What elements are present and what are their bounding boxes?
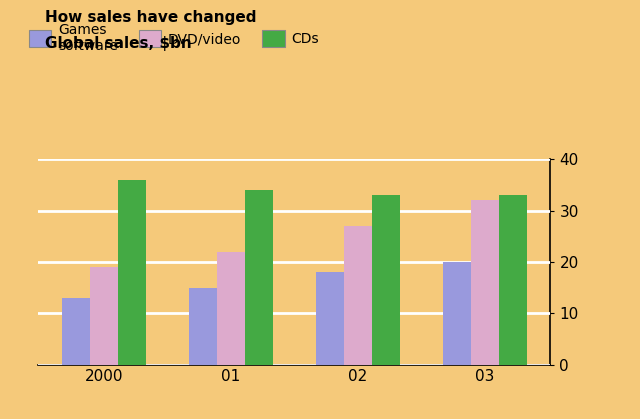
Bar <box>471 200 499 365</box>
Bar <box>443 262 471 365</box>
Bar <box>217 251 245 365</box>
Legend: Games
software, DVD/video, CDs: Games software, DVD/video, CDs <box>25 18 323 57</box>
Bar <box>344 226 372 365</box>
Bar <box>61 298 90 365</box>
Bar <box>372 195 400 365</box>
Bar <box>372 195 400 365</box>
Text: Global sales, $bn: Global sales, $bn <box>45 36 191 51</box>
Bar <box>118 180 146 365</box>
Bar <box>90 267 118 365</box>
Bar <box>189 287 217 365</box>
Text: How sales have changed: How sales have changed <box>45 10 256 26</box>
Bar <box>189 287 217 365</box>
Bar <box>90 267 118 365</box>
Bar <box>316 272 344 365</box>
Bar <box>217 251 245 365</box>
Bar <box>61 298 90 365</box>
Bar <box>344 226 372 365</box>
Bar <box>316 272 344 365</box>
Bar <box>499 195 527 365</box>
Bar <box>443 262 471 365</box>
Bar <box>471 200 499 365</box>
Bar <box>499 195 527 365</box>
Bar <box>245 190 273 365</box>
Bar <box>118 180 146 365</box>
Bar <box>245 190 273 365</box>
